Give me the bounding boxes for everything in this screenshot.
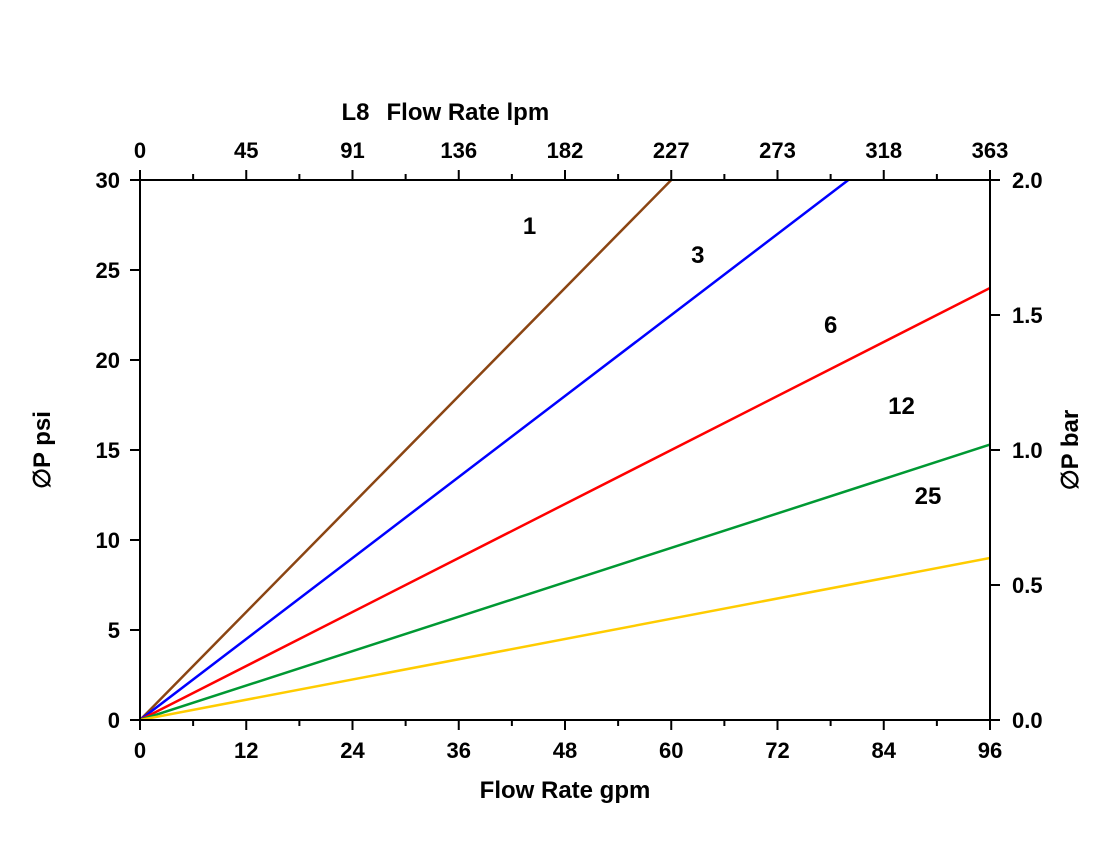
x-top-tick-label: 0 bbox=[134, 138, 146, 163]
series-label-3: 3 bbox=[691, 242, 704, 269]
x-top-tick-label: 318 bbox=[865, 138, 902, 163]
x-bottom-tick-label: 96 bbox=[978, 738, 1002, 763]
x-top-tick-label: 182 bbox=[547, 138, 584, 163]
x-top-tick-label: 273 bbox=[759, 138, 796, 163]
x-bottom-tick-label: 0 bbox=[134, 738, 146, 763]
y-left-tick-label: 10 bbox=[96, 528, 120, 553]
x-top-tick-label: 227 bbox=[653, 138, 690, 163]
y-left-tick-label: 20 bbox=[96, 348, 120, 373]
chart-svg: 0122436486072849604591136182227273318363… bbox=[0, 0, 1118, 860]
x-bottom-tick-label: 72 bbox=[765, 738, 789, 763]
y-left-tick-label: 5 bbox=[108, 618, 120, 643]
series-3 bbox=[140, 180, 848, 720]
x-bottom-tick-label: 36 bbox=[447, 738, 471, 763]
x-bottom-title: Flow Rate gpm bbox=[480, 777, 651, 804]
x-bottom-tick-label: 84 bbox=[872, 738, 897, 763]
x-bottom-tick-label: 60 bbox=[659, 738, 683, 763]
x-top-tick-label: 136 bbox=[440, 138, 477, 163]
pressure-drop-chart: 0122436486072849604591136182227273318363… bbox=[0, 0, 1118, 860]
y-right-title: ∅P bar bbox=[1057, 410, 1084, 491]
x-bottom-tick-label: 12 bbox=[234, 738, 258, 763]
y-left-title: ∅P psi bbox=[29, 411, 56, 489]
y-left-tick-label: 30 bbox=[96, 168, 120, 193]
x-top-tick-label: 363 bbox=[972, 138, 1009, 163]
x-bottom-tick-label: 48 bbox=[553, 738, 577, 763]
series-label-1: 1 bbox=[523, 213, 536, 240]
y-right-tick-label: 2.0 bbox=[1012, 168, 1043, 193]
chart-prefix: L8 bbox=[341, 99, 369, 126]
x-bottom-tick-label: 24 bbox=[340, 738, 365, 763]
series-6 bbox=[140, 288, 990, 720]
y-right-tick-label: 1.5 bbox=[1012, 303, 1043, 328]
y-right-tick-label: 1.0 bbox=[1012, 438, 1043, 463]
y-left-tick-label: 15 bbox=[96, 438, 120, 463]
y-right-tick-label: 0.5 bbox=[1012, 573, 1043, 598]
x-top-title: Flow Rate lpm bbox=[387, 99, 550, 126]
x-top-tick-label: 45 bbox=[234, 138, 258, 163]
y-left-tick-label: 0 bbox=[108, 708, 120, 733]
series-1 bbox=[140, 180, 671, 720]
series-label-6: 6 bbox=[824, 312, 837, 339]
x-top-tick-label: 91 bbox=[340, 138, 364, 163]
series-label-12: 12 bbox=[888, 393, 915, 420]
series-label-25: 25 bbox=[915, 483, 942, 510]
y-right-tick-label: 0.0 bbox=[1012, 708, 1043, 733]
y-left-tick-label: 25 bbox=[96, 258, 120, 283]
